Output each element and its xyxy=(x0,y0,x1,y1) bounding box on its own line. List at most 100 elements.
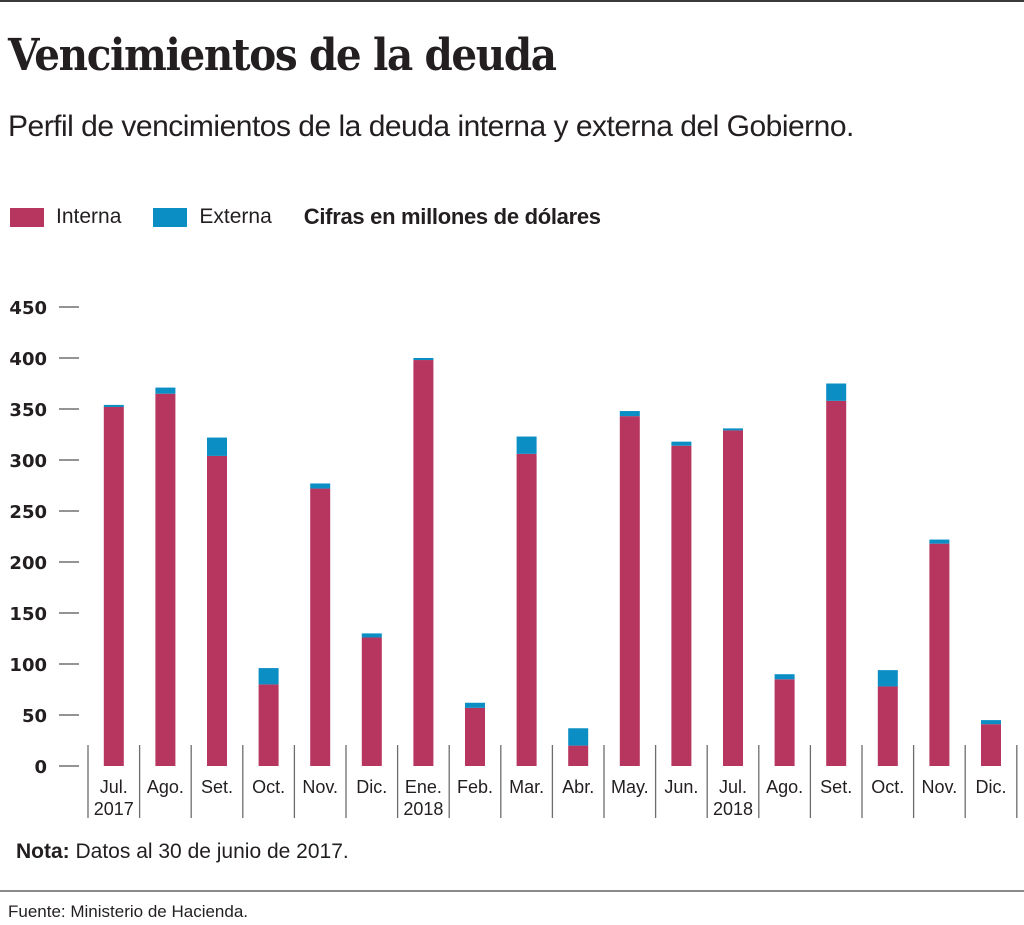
bottom-rule xyxy=(0,890,1024,892)
bar-externa xyxy=(877,670,898,687)
chart-subtitle: Perfil de vencimientos de la deuda inter… xyxy=(8,110,854,143)
bar-externa xyxy=(826,383,847,401)
bar-externa xyxy=(723,428,743,431)
bar-externa xyxy=(413,358,434,361)
bar-externa xyxy=(981,720,1001,725)
x-tick-label: Set. xyxy=(820,777,852,797)
legend-swatch-interna xyxy=(10,207,44,227)
x-tick-label: Jul. xyxy=(100,777,128,797)
bar-group xyxy=(103,404,124,766)
bar-interna xyxy=(516,453,537,766)
bar-externa xyxy=(103,404,124,407)
bar-group xyxy=(361,633,382,766)
legend-item-externa: Externa xyxy=(153,205,272,229)
x-tick-label: Feb. xyxy=(457,777,493,797)
bar-interna xyxy=(671,445,692,766)
x-tick-label: Oct. xyxy=(252,777,285,797)
bar-group xyxy=(671,441,692,766)
chart-title: Vencimientos de la deuda xyxy=(8,30,557,81)
bar-group xyxy=(619,411,640,766)
bar-externa xyxy=(361,633,382,638)
x-tick-label: Set. xyxy=(201,777,233,797)
x-tick-label: Oct. xyxy=(871,777,904,797)
x-tick-label: May. xyxy=(611,777,649,797)
x-tick-label: Ene. xyxy=(405,777,442,797)
x-tick-label: Dic. xyxy=(356,777,387,797)
top-rule xyxy=(0,0,1024,2)
bar-group xyxy=(155,387,176,766)
x-tick-label: Abr. xyxy=(562,777,594,797)
legend: Interna Externa Cifras en millones de dó… xyxy=(10,204,601,230)
x-tick-year-label: 2018 xyxy=(713,799,753,819)
bar-interna xyxy=(826,400,847,766)
y-tick-label: 300 xyxy=(9,451,47,472)
bar-group xyxy=(258,668,279,766)
bar-externa xyxy=(258,668,279,685)
bar-interna xyxy=(774,679,795,766)
y-tick-label: 250 xyxy=(9,502,47,523)
y-tick-label: 200 xyxy=(9,553,47,574)
bar-interna xyxy=(207,455,227,766)
units-note: Cifras en millones de dólares xyxy=(303,204,601,229)
bar-interna xyxy=(723,430,743,766)
bar-interna xyxy=(465,707,485,766)
x-tick-label: Jun. xyxy=(664,777,698,797)
bar-group xyxy=(207,437,227,766)
x-tick-label: Nov. xyxy=(922,777,958,797)
legend-label-interna: Interna xyxy=(56,205,122,228)
x-tick-label: Mar. xyxy=(509,777,544,797)
bar-externa xyxy=(310,483,331,489)
bar-group xyxy=(516,436,537,766)
bar-interna xyxy=(155,393,176,766)
bar-group xyxy=(465,702,485,766)
bar-interna xyxy=(877,686,898,766)
bar-group xyxy=(929,539,950,766)
bar-interna xyxy=(361,637,382,766)
bar-externa xyxy=(568,728,589,746)
bar-interna xyxy=(568,745,589,766)
x-tick-label: Jul. xyxy=(719,777,747,797)
bar-group xyxy=(310,483,331,766)
bar-externa xyxy=(929,539,950,544)
y-tick-label: 100 xyxy=(9,655,47,676)
bars xyxy=(103,358,1001,766)
bar-externa xyxy=(619,411,640,417)
y-tick-label: 450 xyxy=(9,298,47,319)
x-tick-year-label: 2017 xyxy=(94,799,134,819)
bar-group xyxy=(981,720,1001,766)
bar-interna xyxy=(619,416,640,766)
bar-group xyxy=(826,383,847,766)
y-tick-label: 350 xyxy=(9,400,47,421)
footnote: Nota: Datos al 30 de junio de 2017. xyxy=(16,840,349,864)
y-tick-label: 150 xyxy=(9,604,47,625)
bar-group xyxy=(568,728,589,766)
bar-group xyxy=(723,428,743,766)
bar-externa xyxy=(155,387,176,394)
y-axis: 0 50 100 150 200 250 300 350 400 450 xyxy=(9,298,79,778)
bar-interna xyxy=(413,360,434,766)
bar-group xyxy=(774,674,795,766)
legend-swatch-externa xyxy=(153,207,188,227)
legend-item-interna: Interna xyxy=(10,205,121,229)
footnote-text: Datos al 30 de junio de 2017. xyxy=(69,840,349,863)
legend-label-externa: Externa xyxy=(199,205,272,228)
bar-externa xyxy=(465,702,485,708)
bar-interna xyxy=(103,406,124,766)
x-tick-year-label: 2018 xyxy=(403,799,443,819)
x-tick-label: Dic. xyxy=(976,777,1007,797)
y-tick-label: 400 xyxy=(9,349,47,370)
bar-interna xyxy=(258,684,279,766)
footnote-label: Nota: xyxy=(16,840,70,863)
bar-externa xyxy=(207,437,227,456)
bar-interna xyxy=(929,543,950,766)
bar-externa xyxy=(774,674,795,680)
bar-externa xyxy=(671,441,692,446)
source: Fuente: Ministerio de Hacienda. xyxy=(8,902,249,921)
bar-interna xyxy=(310,488,331,766)
x-separators xyxy=(87,745,1018,818)
y-tick-label: 50 xyxy=(22,706,47,727)
bar-interna xyxy=(981,724,1001,766)
y-tick-label: 0 xyxy=(34,757,47,778)
